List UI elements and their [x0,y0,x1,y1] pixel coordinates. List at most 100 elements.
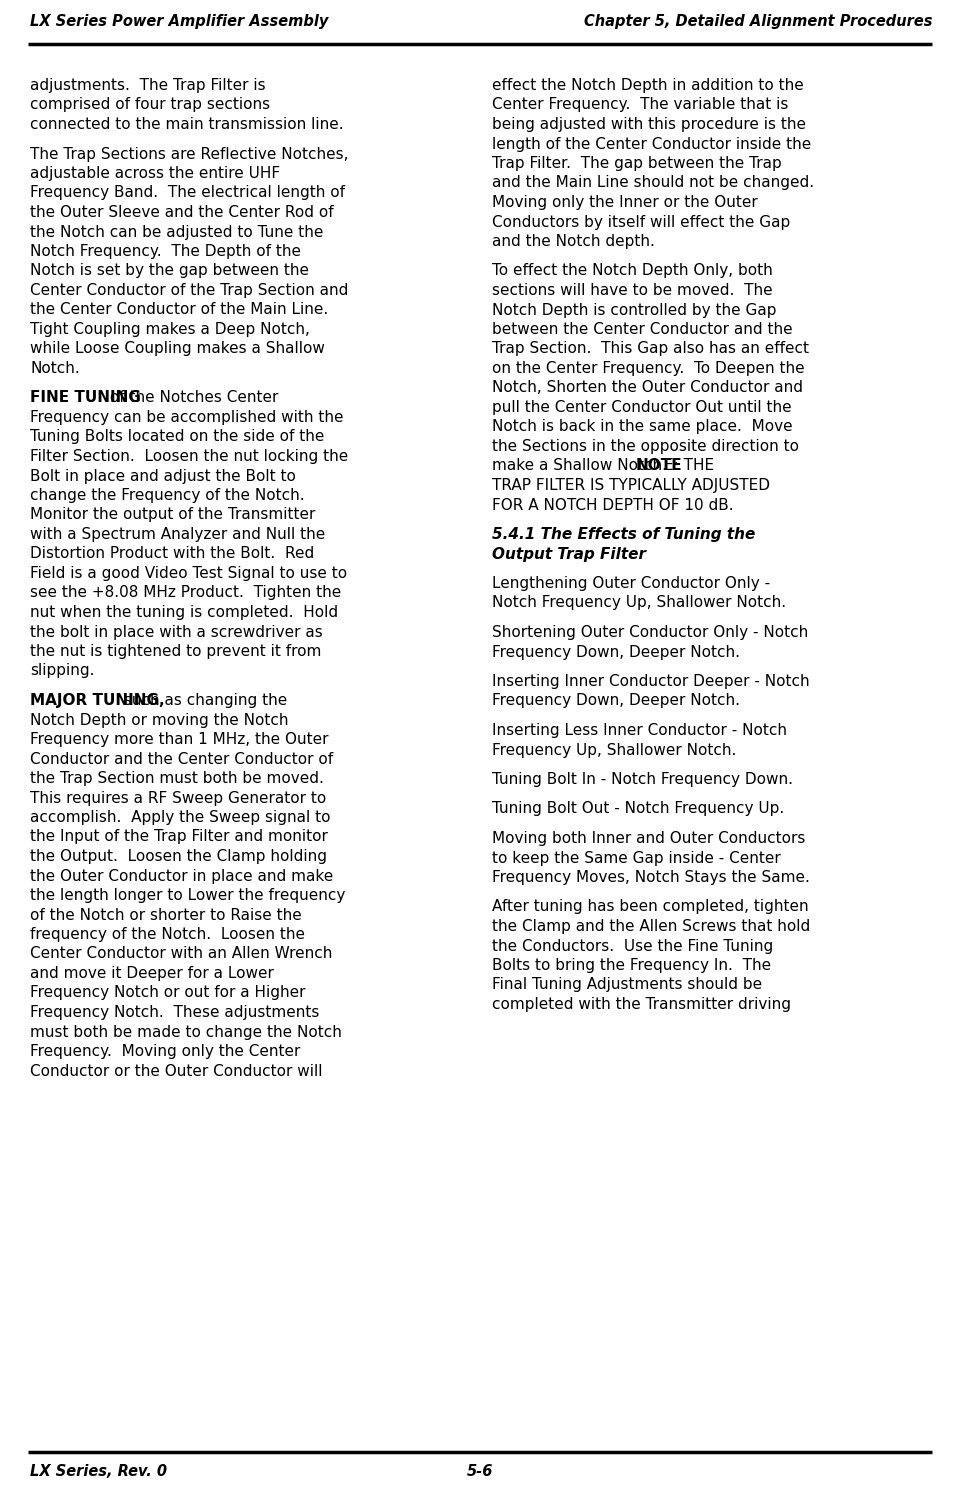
Text: 5-6: 5-6 [467,1464,493,1479]
Text: Bolt in place and adjust the Bolt to: Bolt in place and adjust the Bolt to [30,468,296,483]
Text: Tuning Bolts located on the side of the: Tuning Bolts located on the side of the [30,429,324,444]
Text: the Outer Sleeve and the Center Rod of: the Outer Sleeve and the Center Rod of [30,205,334,220]
Text: Distortion Product with the Bolt.  Red: Distortion Product with the Bolt. Red [30,547,314,562]
Text: the Center Conductor of the Main Line.: the Center Conductor of the Main Line. [30,302,328,317]
Text: Shortening Outer Conductor Only - Notch: Shortening Outer Conductor Only - Notch [492,625,808,640]
Text: Frequency Down, Deeper Notch.: Frequency Down, Deeper Notch. [492,694,740,709]
Text: Inserting Less Inner Conductor - Notch: Inserting Less Inner Conductor - Notch [492,724,787,739]
Text: FINE TUNING: FINE TUNING [30,390,141,405]
Text: Notch Depth or moving the Notch: Notch Depth or moving the Notch [30,713,289,728]
Text: Conductor or the Outer Conductor will: Conductor or the Outer Conductor will [30,1063,323,1078]
Text: Notch Frequency Up, Shallower Notch.: Notch Frequency Up, Shallower Notch. [492,595,786,610]
Text: Center Conductor with an Allen Wrench: Center Conductor with an Allen Wrench [30,946,332,961]
Text: This requires a RF Sweep Generator to: This requires a RF Sweep Generator to [30,791,326,806]
Text: After tuning has been completed, tighten: After tuning has been completed, tighten [492,900,808,915]
Text: see the +8.08 MHz Product.  Tighten the: see the +8.08 MHz Product. Tighten the [30,586,341,601]
Text: Notch Depth is controlled by the Gap: Notch Depth is controlled by the Gap [492,302,777,317]
Text: FOR A NOTCH DEPTH OF 10 dB.: FOR A NOTCH DEPTH OF 10 dB. [492,498,733,513]
Text: the Output.  Loosen the Clamp holding: the Output. Loosen the Clamp holding [30,849,327,864]
Text: the Outer Conductor in place and make: the Outer Conductor in place and make [30,869,333,884]
Text: Center Frequency.  The variable that is: Center Frequency. The variable that is [492,97,788,112]
Text: to keep the Same Gap inside - Center: to keep the Same Gap inside - Center [492,851,780,866]
Text: Frequency Notch.  These adjustments: Frequency Notch. These adjustments [30,1005,320,1020]
Text: and the Notch depth.: and the Notch depth. [492,235,655,250]
Text: Chapter 5, Detailed Alignment Procedures: Chapter 5, Detailed Alignment Procedures [584,13,932,28]
Text: the Sections in the opposite direction to: the Sections in the opposite direction t… [492,440,799,454]
Text: change the Frequency of the Notch.: change the Frequency of the Notch. [30,487,304,502]
Text: the Input of the Trap Filter and monitor: the Input of the Trap Filter and monitor [30,830,328,845]
Text: between the Center Conductor and the: between the Center Conductor and the [492,321,793,336]
Text: Bolts to bring the Frequency In.  The: Bolts to bring the Frequency In. The [492,958,771,973]
Text: adjustable across the entire UHF: adjustable across the entire UHF [30,166,280,181]
Text: slipping.: slipping. [30,664,94,679]
Text: E: THE: E: THE [664,459,714,474]
Text: Tight Coupling makes a Deep Notch,: Tight Coupling makes a Deep Notch, [30,321,310,336]
Text: Filter Section.  Loosen the nut locking the: Filter Section. Loosen the nut locking t… [30,448,348,463]
Text: the Notch can be adjusted to Tune the: the Notch can be adjusted to Tune the [30,224,324,239]
Text: comprised of four trap sections: comprised of four trap sections [30,97,270,112]
Text: Frequency Down, Deeper Notch.: Frequency Down, Deeper Notch. [492,644,740,659]
Text: the length longer to Lower the frequency: the length longer to Lower the frequency [30,888,346,903]
Text: on the Center Frequency.  To Deepen the: on the Center Frequency. To Deepen the [492,360,804,377]
Text: pull the Center Conductor Out until the: pull the Center Conductor Out until the [492,401,792,416]
Text: and the Main Line should not be changed.: and the Main Line should not be changed. [492,175,814,190]
Text: Center Conductor of the Trap Section and: Center Conductor of the Trap Section and [30,283,348,298]
Text: Conductor and the Center Conductor of: Conductor and the Center Conductor of [30,752,333,767]
Text: the Conductors.  Use the Fine Tuning: the Conductors. Use the Fine Tuning [492,939,773,954]
Text: Notch, Shorten the Outer Conductor and: Notch, Shorten the Outer Conductor and [492,381,803,396]
Text: nut when the tuning is completed.  Hold: nut when the tuning is completed. Hold [30,605,338,620]
Text: Final Tuning Adjustments should be: Final Tuning Adjustments should be [492,978,762,993]
Text: Frequency Notch or out for a Higher: Frequency Notch or out for a Higher [30,985,305,1000]
Text: connected to the main transmission line.: connected to the main transmission line. [30,117,344,132]
Text: accomplish.  Apply the Sweep signal to: accomplish. Apply the Sweep signal to [30,810,330,825]
Text: Trap Filter.  The gap between the Trap: Trap Filter. The gap between the Trap [492,155,781,170]
Text: The Trap Sections are Reflective Notches,: The Trap Sections are Reflective Notches… [30,147,348,161]
Text: the Trap Section must both be moved.: the Trap Section must both be moved. [30,771,324,786]
Text: the bolt in place with a screwdriver as: the bolt in place with a screwdriver as [30,625,323,640]
Text: Notch is back in the same place.  Move: Notch is back in the same place. Move [492,420,793,435]
Text: NOTE: NOTE [636,459,683,474]
Text: while Loose Coupling makes a Shallow: while Loose Coupling makes a Shallow [30,341,324,356]
Text: Frequency.  Moving only the Center: Frequency. Moving only the Center [30,1044,300,1058]
Text: Monitor the output of the Transmitter: Monitor the output of the Transmitter [30,507,316,522]
Text: such as changing the: such as changing the [119,694,287,709]
Text: LX Series, Rev. 0: LX Series, Rev. 0 [30,1464,167,1479]
Text: length of the Center Conductor inside the: length of the Center Conductor inside th… [492,136,811,151]
Text: Conductors by itself will effect the Gap: Conductors by itself will effect the Gap [492,214,790,230]
Text: sections will have to be moved.  The: sections will have to be moved. The [492,283,773,298]
Text: being adjusted with this procedure is the: being adjusted with this procedure is th… [492,117,806,132]
Text: Frequency can be accomplished with the: Frequency can be accomplished with the [30,410,344,425]
Text: Moving both Inner and Outer Conductors: Moving both Inner and Outer Conductors [492,831,805,846]
Text: adjustments.  The Trap Filter is: adjustments. The Trap Filter is [30,78,266,93]
Text: the Clamp and the Allen Screws that hold: the Clamp and the Allen Screws that hold [492,919,810,934]
Text: of the Notch or shorter to Raise the: of the Notch or shorter to Raise the [30,907,301,922]
Text: 5.4.1 The Effects of Tuning the: 5.4.1 The Effects of Tuning the [492,528,756,543]
Text: make a Shallow Notch.: make a Shallow Notch. [492,459,672,474]
Text: Lengthening Outer Conductor Only -: Lengthening Outer Conductor Only - [492,576,770,591]
Text: with a Spectrum Analyzer and Null the: with a Spectrum Analyzer and Null the [30,528,325,543]
Text: Moving only the Inner or the Outer: Moving only the Inner or the Outer [492,194,757,209]
Text: LX Series Power Amplifier Assembly: LX Series Power Amplifier Assembly [30,13,328,28]
Text: Notch Frequency.  The Depth of the: Notch Frequency. The Depth of the [30,244,301,259]
Text: and move it Deeper for a Lower: and move it Deeper for a Lower [30,966,274,981]
Text: Tuning Bolt In - Notch Frequency Down.: Tuning Bolt In - Notch Frequency Down. [492,771,793,786]
Text: Tuning Bolt Out - Notch Frequency Up.: Tuning Bolt Out - Notch Frequency Up. [492,801,784,816]
Text: TRAP FILTER IS TYPICALLY ADJUSTED: TRAP FILTER IS TYPICALLY ADJUSTED [492,478,770,493]
Text: frequency of the Notch.  Loosen the: frequency of the Notch. Loosen the [30,927,305,942]
Text: Notch is set by the gap between the: Notch is set by the gap between the [30,263,309,278]
Text: Frequency Band.  The electrical length of: Frequency Band. The electrical length of [30,185,345,200]
Text: must both be made to change the Notch: must both be made to change the Notch [30,1024,342,1039]
Text: Trap Section.  This Gap also has an effect: Trap Section. This Gap also has an effec… [492,341,809,356]
Text: Inserting Inner Conductor Deeper - Notch: Inserting Inner Conductor Deeper - Notch [492,674,809,689]
Text: completed with the Transmitter driving: completed with the Transmitter driving [492,997,791,1012]
Text: of the Notches Center: of the Notches Center [105,390,278,405]
Text: Frequency Moves, Notch Stays the Same.: Frequency Moves, Notch Stays the Same. [492,870,810,885]
Text: Frequency Up, Shallower Notch.: Frequency Up, Shallower Notch. [492,743,736,758]
Text: MAJOR TUNING,: MAJOR TUNING, [30,694,164,709]
Text: Notch.: Notch. [30,360,80,377]
Text: Output Trap Filter: Output Trap Filter [492,547,646,562]
Text: effect the Notch Depth in addition to the: effect the Notch Depth in addition to th… [492,78,804,93]
Text: Field is a good Video Test Signal to use to: Field is a good Video Test Signal to use… [30,567,348,582]
Text: To effect the Notch Depth Only, both: To effect the Notch Depth Only, both [492,263,773,278]
Text: Frequency more than 1 MHz, the Outer: Frequency more than 1 MHz, the Outer [30,733,328,748]
